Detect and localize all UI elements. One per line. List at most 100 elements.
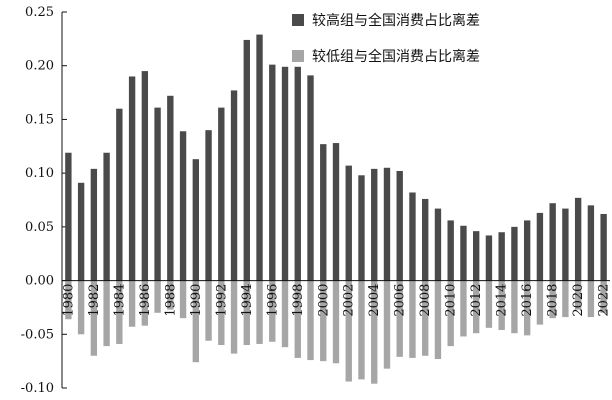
bar-high-2003 — [358, 175, 365, 281]
bar-high-2015 — [511, 226, 518, 281]
x-tick-label: 2020 — [571, 284, 586, 317]
legend-swatch-low — [292, 50, 304, 62]
bar-low-1993 — [230, 280, 238, 354]
bar-low-1995 — [256, 280, 263, 344]
bar-high-2006 — [396, 170, 403, 281]
bar-low-2000 — [320, 280, 327, 362]
bar-low-1990 — [192, 280, 199, 363]
y-tick-label: -0.05 — [21, 327, 54, 342]
legend-label-low: 较低组与全国消费占比离差 — [312, 48, 480, 65]
y-tick-label: 0.05 — [25, 220, 54, 235]
bar-high-1982 — [90, 168, 98, 281]
bar-high-2020 — [574, 197, 582, 281]
bar-high-2013 — [485, 235, 493, 281]
y-tick-label: 0.10 — [25, 166, 54, 181]
bar-low-2016 — [523, 280, 531, 336]
x-tick-label: 2004 — [367, 284, 382, 317]
bar-low-1984 — [116, 280, 123, 344]
bar-low-2014 — [498, 280, 505, 330]
x-tick-label: 2006 — [393, 284, 408, 317]
bar-low-2017 — [536, 280, 544, 325]
bar-low-2002 — [345, 280, 352, 382]
legend-swatch-high — [292, 14, 304, 26]
bar-low-2008 — [422, 280, 429, 356]
bar-high-1987 — [154, 107, 161, 281]
bar-low-2009 — [434, 280, 442, 359]
bar-high-1999 — [307, 75, 314, 281]
bar-low-2021 — [587, 280, 595, 318]
bar-low-1999 — [307, 280, 314, 361]
bar-low-1985 — [128, 280, 136, 327]
bar-high-1986 — [141, 71, 149, 281]
x-tick-label: 2022 — [597, 284, 612, 317]
bar-high-1998 — [294, 66, 301, 281]
x-tick-label: 1990 — [189, 284, 204, 317]
x-tick-label: 1998 — [291, 284, 306, 317]
bar-high-2021 — [587, 205, 595, 281]
bar-low-1996 — [269, 280, 276, 342]
bar-high-2002 — [345, 165, 352, 281]
bar-low-1997 — [281, 280, 289, 348]
bar-low-2007 — [409, 280, 416, 358]
bars — [65, 34, 607, 384]
x-tick-label: 1982 — [87, 284, 102, 317]
bar-low-1998 — [294, 280, 301, 358]
x-tick-label: 1980 — [61, 284, 76, 317]
x-tick-label: 2012 — [469, 284, 484, 317]
bar-high-2004 — [371, 168, 378, 281]
y-tick-label: -0.10 — [21, 381, 54, 396]
y-tick-label: 0.25 — [25, 5, 54, 20]
x-tick-label: 2018 — [546, 284, 561, 317]
bar-high-1984 — [116, 108, 123, 281]
bar-high-1980 — [65, 152, 72, 281]
y-tick-label: 0.15 — [25, 112, 54, 127]
y-tick-label: 0.20 — [25, 59, 54, 74]
bar-high-2018 — [549, 203, 556, 281]
x-tick-label: 1986 — [138, 284, 153, 317]
x-axis: 1980 1982 1984 1986 1988 1990 1992 1994 1996 1998… — [61, 280, 612, 317]
bar-high-1996 — [269, 64, 276, 281]
bar-high-2005 — [383, 167, 391, 281]
y-axis: 0.25 0.20 0.15 0.10 0.05 0.00 -0.05 -0.10 — [21, 5, 67, 396]
bar-high-1989 — [179, 131, 187, 281]
x-tick-label: 2000 — [316, 284, 331, 317]
bar-high-2000 — [320, 144, 327, 281]
bar-low-2013 — [485, 280, 493, 328]
bar-low-1992 — [218, 280, 225, 346]
bar-high-1997 — [281, 66, 289, 281]
bar-high-2009 — [434, 208, 442, 281]
bar-high-1983 — [103, 152, 110, 281]
x-tick-label: 1992 — [214, 284, 229, 317]
x-tick-label: 2014 — [495, 284, 510, 317]
bar-low-1991 — [205, 280, 212, 341]
bar-low-1994 — [243, 280, 250, 346]
bar-high-2010 — [447, 220, 454, 281]
bar-high-2019 — [562, 208, 569, 281]
bar-low-2011 — [460, 280, 467, 337]
bar-low-1986 — [141, 280, 149, 326]
bar-low-2022 — [600, 280, 607, 313]
bar-low-1987 — [154, 280, 161, 313]
bar-low-1980 — [65, 280, 72, 320]
bar-low-2012 — [473, 280, 480, 334]
bar-low-2003 — [358, 280, 365, 380]
bar-high-1981 — [77, 182, 85, 281]
bar-high-2017 — [536, 212, 544, 281]
bar-low-1982 — [90, 280, 98, 356]
bar-low-2018 — [549, 280, 556, 319]
x-tick-label: 2002 — [342, 284, 357, 317]
legend-label-high: 较高组与全国消费占比离差 — [312, 12, 480, 29]
bar-low-2005 — [383, 280, 391, 369]
bar-high-2011 — [460, 225, 467, 281]
bar-low-1981 — [77, 280, 85, 335]
bar-high-1994 — [243, 39, 250, 281]
bar-low-2001 — [332, 280, 340, 364]
bar-low-2010 — [447, 280, 454, 347]
bar-high-2012 — [473, 231, 480, 281]
bar-low-2004 — [371, 280, 378, 384]
x-tick-label: 1994 — [240, 284, 255, 317]
bar-high-1992 — [218, 107, 225, 281]
bar-high-1995 — [256, 34, 263, 281]
x-tick-label: 2008 — [418, 284, 433, 317]
